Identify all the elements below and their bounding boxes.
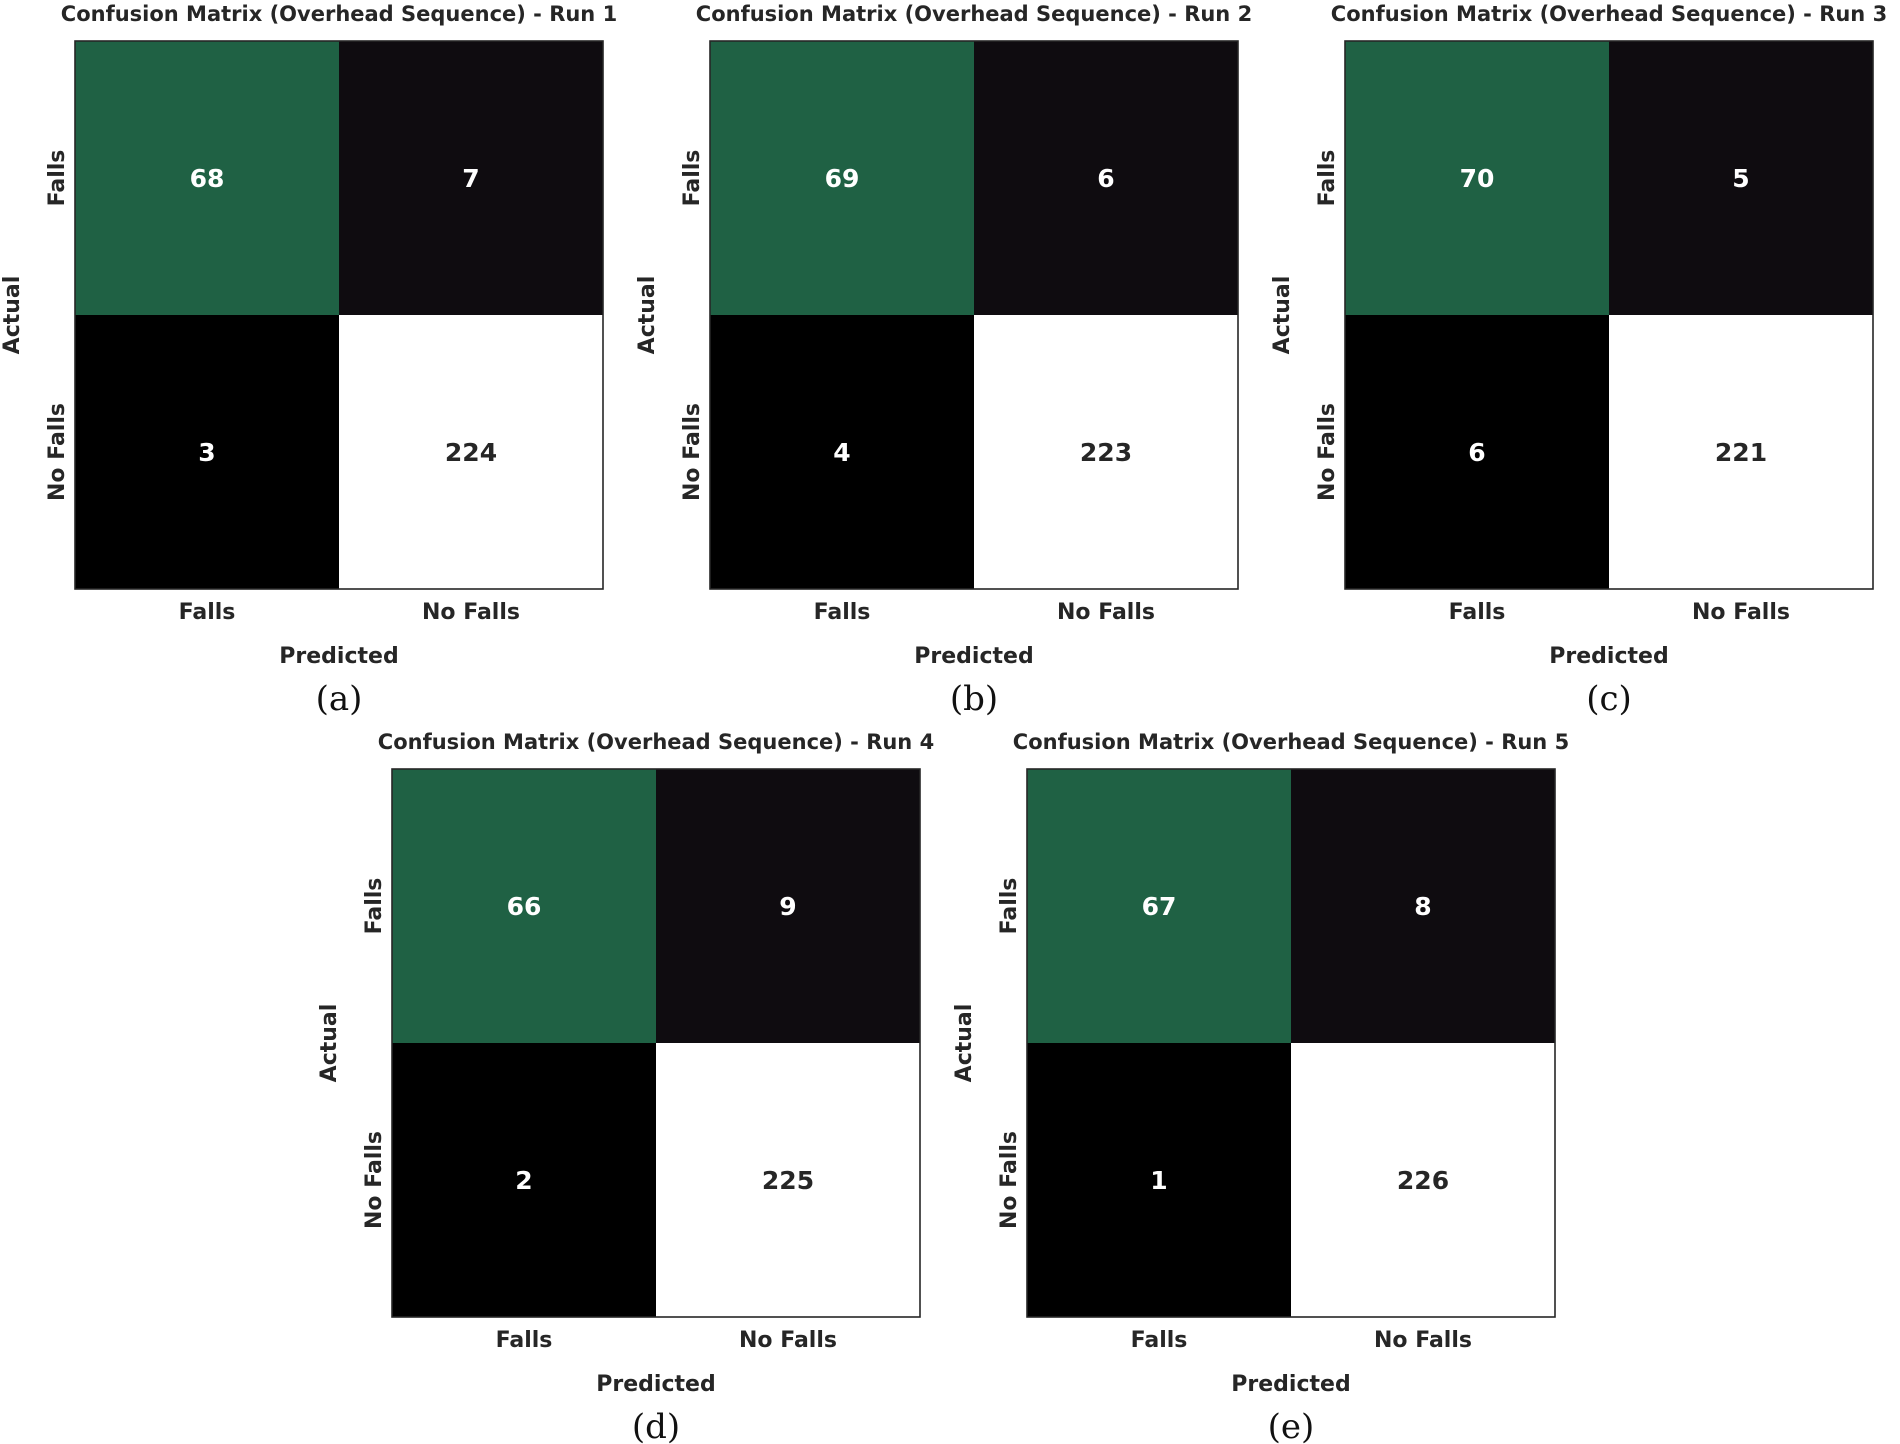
cell-value-run-1-r0-c1: 7 bbox=[462, 164, 479, 193]
matrix-cell-run-2-r0-c1 bbox=[974, 41, 1238, 315]
cell-value-run-2-r1-c0: 4 bbox=[833, 438, 850, 467]
x-tick-label-run-3-1: No Falls bbox=[1692, 600, 1790, 625]
matrix-cell-run-1-r0-c1 bbox=[339, 41, 603, 315]
chart-title-run-5: Confusion Matrix (Overhead Sequence) - R… bbox=[1013, 730, 1569, 754]
y-tick-label-run-3-0: Falls bbox=[1315, 150, 1340, 207]
cell-value-run-4-r0-c0: 66 bbox=[507, 892, 542, 921]
x-tick-label-run-2-0: Falls bbox=[814, 600, 871, 625]
y-tick-label-run-4-0: Falls bbox=[362, 878, 387, 935]
y-tick-label-run-1-0: Falls bbox=[45, 150, 70, 207]
panel-caption-run-2: (b) bbox=[950, 679, 998, 719]
x-axis-label-run-4: Predicted bbox=[596, 1372, 715, 1397]
matrix-cell-run-5-r0-c0 bbox=[1027, 769, 1291, 1043]
x-tick-label-run-4-1: No Falls bbox=[739, 1328, 837, 1353]
matrix-frame-run-2 bbox=[709, 40, 1239, 590]
cell-value-run-3-r0-c0: 70 bbox=[1460, 164, 1495, 193]
matrix-frame-run-1 bbox=[74, 40, 604, 590]
x-tick-label-run-5-0: Falls bbox=[1131, 1328, 1188, 1353]
confusion-matrix-run-3: Confusion Matrix (Overhead Sequence) - R… bbox=[1270, 2, 1887, 719]
cell-value-run-2-r0-c0: 69 bbox=[825, 164, 860, 193]
matrix-cell-run-4-r0-c0 bbox=[392, 769, 656, 1043]
x-tick-label-run-4-0: Falls bbox=[496, 1328, 553, 1353]
y-tick-label-run-3-1: No Falls bbox=[1315, 403, 1340, 501]
cell-value-run-1-r0-c0: 68 bbox=[190, 164, 225, 193]
matrix-cell-run-1-r1-c1 bbox=[339, 315, 603, 589]
matrix-cell-run-4-r0-c1 bbox=[656, 769, 920, 1043]
panel-caption-run-1: (a) bbox=[316, 679, 363, 719]
confusion-matrix-run-4: Confusion Matrix (Overhead Sequence) - R… bbox=[317, 730, 934, 1444]
confusion-matrix-run-5: Confusion Matrix (Overhead Sequence) - R… bbox=[952, 730, 1569, 1444]
cell-value-run-2-r1-c1: 223 bbox=[1080, 438, 1132, 467]
y-axis-label-run-4: Actual bbox=[317, 1004, 342, 1083]
matrix-frame-run-4 bbox=[391, 768, 921, 1318]
matrix-cell-run-4-r1-c1 bbox=[656, 1043, 920, 1317]
y-tick-label-run-2-0: Falls bbox=[680, 150, 705, 207]
cell-value-run-4-r0-c1: 9 bbox=[779, 892, 796, 921]
matrix-cell-run-3-r1-c0 bbox=[1345, 315, 1609, 589]
y-tick-label-run-5-1: No Falls bbox=[997, 1131, 1022, 1229]
cell-value-run-2-r0-c1: 6 bbox=[1097, 164, 1114, 193]
x-tick-label-run-2-1: No Falls bbox=[1057, 600, 1155, 625]
x-axis-label-run-1: Predicted bbox=[279, 644, 398, 669]
matrix-cell-run-2-r0-c0 bbox=[710, 41, 974, 315]
matrix-frame-run-5 bbox=[1026, 768, 1556, 1318]
matrix-frame-run-3 bbox=[1344, 40, 1874, 590]
y-axis-label-run-3: Actual bbox=[1270, 276, 1295, 355]
y-tick-label-run-4-1: No Falls bbox=[362, 1131, 387, 1229]
x-tick-label-run-1-1: No Falls bbox=[422, 600, 520, 625]
panel-caption-run-5: (e) bbox=[1268, 1407, 1315, 1444]
matrix-cell-run-3-r0-c0 bbox=[1345, 41, 1609, 315]
x-tick-label-run-5-1: No Falls bbox=[1374, 1328, 1472, 1353]
cell-value-run-5-r0-c0: 67 bbox=[1142, 892, 1177, 921]
chart-title-run-2: Confusion Matrix (Overhead Sequence) - R… bbox=[696, 2, 1252, 26]
cell-value-run-5-r1-c1: 226 bbox=[1397, 1166, 1449, 1195]
matrix-cell-run-3-r0-c1 bbox=[1609, 41, 1873, 315]
matrix-cell-run-2-r1-c1 bbox=[974, 315, 1238, 589]
y-axis-label-run-2: Actual bbox=[635, 276, 660, 355]
cell-value-run-3-r1-c1: 221 bbox=[1715, 438, 1767, 467]
confusion-matrix-run-1: Confusion Matrix (Overhead Sequence) - R… bbox=[0, 2, 617, 719]
matrix-cell-run-2-r1-c0 bbox=[710, 315, 974, 589]
x-axis-label-run-5: Predicted bbox=[1231, 1372, 1350, 1397]
x-axis-label-run-2: Predicted bbox=[914, 644, 1033, 669]
matrix-cell-run-5-r1-c1 bbox=[1291, 1043, 1555, 1317]
y-tick-label-run-1-1: No Falls bbox=[45, 403, 70, 501]
cell-value-run-3-r1-c0: 6 bbox=[1468, 438, 1485, 467]
matrix-cell-run-5-r0-c1 bbox=[1291, 769, 1555, 1043]
matrix-cell-run-1-r0-c0 bbox=[75, 41, 339, 315]
panel-caption-run-3: (c) bbox=[1586, 679, 1632, 719]
cell-value-run-4-r1-c1: 225 bbox=[762, 1166, 814, 1195]
matrix-cell-run-3-r1-c1 bbox=[1609, 315, 1873, 589]
y-tick-label-run-5-0: Falls bbox=[997, 878, 1022, 935]
matrix-cell-run-4-r1-c0 bbox=[392, 1043, 656, 1317]
cell-value-run-4-r1-c0: 2 bbox=[515, 1166, 532, 1195]
chart-title-run-3: Confusion Matrix (Overhead Sequence) - R… bbox=[1331, 2, 1887, 26]
panel-caption-run-4: (d) bbox=[632, 1407, 680, 1444]
cell-value-run-1-r1-c0: 3 bbox=[198, 438, 215, 467]
y-axis-label-run-1: Actual bbox=[0, 276, 25, 355]
x-tick-label-run-1-0: Falls bbox=[179, 600, 236, 625]
cell-value-run-5-r1-c0: 1 bbox=[1150, 1166, 1167, 1195]
confusion-matrix-run-2: Confusion Matrix (Overhead Sequence) - R… bbox=[635, 2, 1252, 719]
x-tick-label-run-3-0: Falls bbox=[1449, 600, 1506, 625]
cell-value-run-3-r0-c1: 5 bbox=[1732, 164, 1749, 193]
cell-value-run-5-r0-c1: 8 bbox=[1414, 892, 1431, 921]
y-axis-label-run-5: Actual bbox=[952, 1004, 977, 1083]
cell-value-run-1-r1-c1: 224 bbox=[445, 438, 497, 467]
x-axis-label-run-3: Predicted bbox=[1549, 644, 1668, 669]
chart-title-run-1: Confusion Matrix (Overhead Sequence) - R… bbox=[61, 2, 617, 26]
chart-title-run-4: Confusion Matrix (Overhead Sequence) - R… bbox=[378, 730, 934, 754]
matrix-cell-run-1-r1-c0 bbox=[75, 315, 339, 589]
y-tick-label-run-2-1: No Falls bbox=[680, 403, 705, 501]
matrix-cell-run-5-r1-c0 bbox=[1027, 1043, 1291, 1317]
